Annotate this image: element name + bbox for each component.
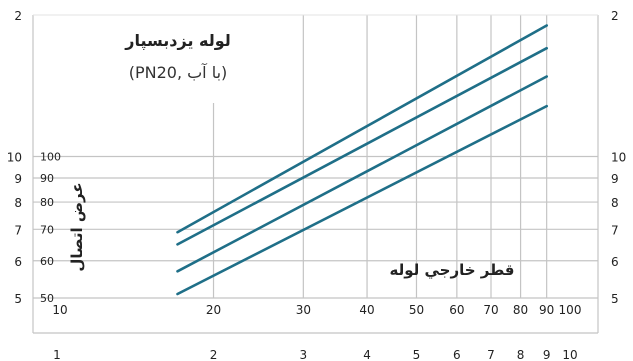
series-group — [176, 24, 549, 296]
bottom-scale-label: 9 — [543, 348, 551, 361]
bottom-scale-label: 2 — [210, 348, 218, 361]
x-tick-label: 30 — [296, 303, 311, 317]
bottom-scale-label: 3 — [300, 348, 308, 361]
right-scale-label: 7 — [611, 223, 619, 237]
left-scale-label: 5 — [14, 292, 22, 306]
x-tick-label: 10 — [52, 303, 67, 317]
x-tick-label: 50 — [409, 303, 424, 317]
right-scale-label: 8 — [611, 196, 619, 210]
bottom-scale-label: 7 — [487, 348, 495, 361]
bottom-scale-label: 10 — [562, 348, 577, 361]
chart-subtitle: (PN20, با آب) — [129, 63, 228, 82]
y-tick-label: 100 — [40, 151, 61, 164]
chart-title: لوله یزدبسپار — [124, 31, 231, 51]
y-tick-label: 70 — [40, 223, 54, 236]
y-tick-label: 50 — [40, 292, 54, 305]
grid — [33, 15, 598, 299]
series-line-3 — [176, 75, 549, 273]
left-scale-label: 2 — [14, 9, 22, 23]
right-scale-label: 6 — [611, 255, 619, 269]
left-scale-label: 8 — [14, 196, 22, 210]
bottom-scale-label: 4 — [363, 348, 371, 361]
left-scale-label: 10 — [7, 151, 22, 165]
right-scale-label: 2 — [611, 9, 619, 23]
y-tick-label: 90 — [40, 172, 54, 185]
bottom-scale-label: 5 — [413, 348, 421, 361]
series-line-4 — [176, 104, 549, 296]
right-scale-label: 5 — [611, 292, 619, 306]
bottom-scale-label: 8 — [517, 348, 525, 361]
bottom-scale-label: 6 — [453, 348, 461, 361]
series-line-2 — [176, 46, 549, 246]
y-axis-label: عرض اتصال — [68, 182, 86, 271]
frame — [32, 14, 599, 334]
y-tick-label: 80 — [40, 196, 54, 209]
x-tick-label: 40 — [359, 303, 374, 317]
x-tick-label: 90 — [539, 303, 554, 317]
right-scale-label: 9 — [611, 172, 619, 186]
left-scale-label: 7 — [14, 223, 22, 237]
x-tick-label: 70 — [483, 303, 498, 317]
left-scale-label: 9 — [14, 172, 22, 186]
x-tick-label: 100 — [559, 303, 582, 317]
right-scale-label: 10 — [611, 151, 626, 165]
tick-labels: 10 20 30 40 50 60 70 80 90 100 50 60 70 80 90 100 10 9 8 7 6… — [7, 9, 627, 361]
x-axis-label: قطر خارجي لوله — [389, 261, 514, 279]
series-line-1 — [176, 24, 549, 234]
y-tick-label: 60 — [40, 255, 54, 268]
left-scale-label: 6 — [14, 255, 22, 269]
x-tick-label: 80 — [513, 303, 528, 317]
x-tick-label: 60 — [449, 303, 464, 317]
x-tick-label: 20 — [206, 303, 221, 317]
bottom-scale-label: 1 — [53, 348, 61, 361]
